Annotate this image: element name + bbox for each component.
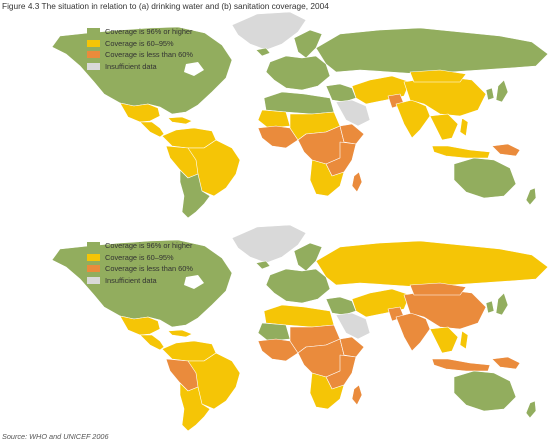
legend-swatch-none [87,276,100,284]
region-russia [315,27,549,75]
region-europe [265,268,331,304]
region-indonesia [431,145,491,159]
region-north-africa [263,304,335,328]
legend-label-none: Insufficient data [105,275,157,285]
region-sahara-west [257,322,291,342]
legend-swatch-mid [87,253,100,261]
panel-b-regions [51,224,549,432]
panel-b-legend: Coverage is 96% or higher Coverage is 60… [87,240,193,286]
panel-a-legend: Coverage is 96% or higher Coverage is 60… [87,26,193,72]
source-note: Source: WHO and UNICEF 2006 [2,432,109,441]
region-greenland [231,224,307,264]
region-new-guinea [491,143,521,157]
region-new-guinea [491,356,521,370]
region-north-africa [263,91,335,115]
figure-caption: Figure 4.3 The situation in relation to … [2,1,329,11]
region-indonesia [431,358,491,372]
legend-item-none: Insufficient data [87,61,193,73]
legend-swatch-mid [87,39,100,47]
lakes [184,46,240,76]
region-south-america-north [161,127,217,149]
region-arabia [335,99,371,127]
region-horn-of-africa [339,123,365,145]
region-west-africa [257,338,299,362]
region-mongolia [409,282,467,296]
legend-item-mid: Coverage is 60–95% [87,252,193,264]
region-mexico [119,315,161,336]
region-southern-cone [179,382,211,432]
legend-swatch-low [87,51,100,59]
legend-item-low: Coverage is less than 60% [87,49,193,61]
legend-item-low: Coverage is less than 60% [87,263,193,275]
region-south-asia [395,312,431,352]
region-greenland [231,11,307,51]
region-korea-japan [485,292,509,316]
region-southern-africa [309,159,345,197]
legend-label-none: Insufficient data [105,61,157,71]
region-australia [453,370,517,412]
region-europe [265,55,331,91]
region-korea-japan [485,79,509,103]
region-mongolia [409,69,467,83]
lakes [184,259,240,289]
region-south-america-north [161,340,217,362]
region-sahara-west [257,109,291,129]
legend-label-mid: Coverage is 60–95% [105,38,174,48]
legend-label-mid: Coverage is 60–95% [105,252,174,262]
region-central-america [139,334,165,351]
panel-a-map [51,11,549,219]
region-southeast-asia [429,326,469,354]
legend-label-low: Coverage is less than 60% [105,50,193,60]
legend-swatch-none [87,62,100,70]
legend-label-low: Coverage is less than 60% [105,264,193,274]
region-arabia [335,312,371,340]
legend-swatch-low [87,265,100,273]
legend-item-high: Coverage is 96% or higher [87,26,193,38]
legend-swatch-high [87,28,100,36]
region-north-america [51,26,233,115]
region-mexico [119,102,161,123]
region-southeast-asia [429,113,469,141]
panel-b-map [51,224,549,432]
region-north-america [51,239,233,328]
legend-label-high: Coverage is 96% or higher [105,241,193,251]
region-new-zealand [525,187,537,206]
region-central-america [139,121,165,138]
region-southern-cone [179,169,211,219]
legend-label-high: Coverage is 96% or higher [105,27,193,37]
region-horn-of-africa [339,336,365,358]
region-australia [453,157,517,199]
legend-swatch-high [87,242,100,250]
legend-item-none: Insufficient data [87,275,193,287]
region-russia [315,240,549,288]
region-new-zealand [525,400,537,419]
legend-item-mid: Coverage is 60–95% [87,38,193,50]
region-caribbean [167,329,193,338]
region-southern-africa [309,372,345,410]
region-madagascar [351,384,363,406]
region-madagascar [351,171,363,193]
panel-a-regions [51,11,549,219]
region-caribbean [167,116,193,125]
region-south-asia [395,99,431,139]
legend-item-high: Coverage is 96% or higher [87,240,193,252]
region-west-africa [257,125,299,149]
